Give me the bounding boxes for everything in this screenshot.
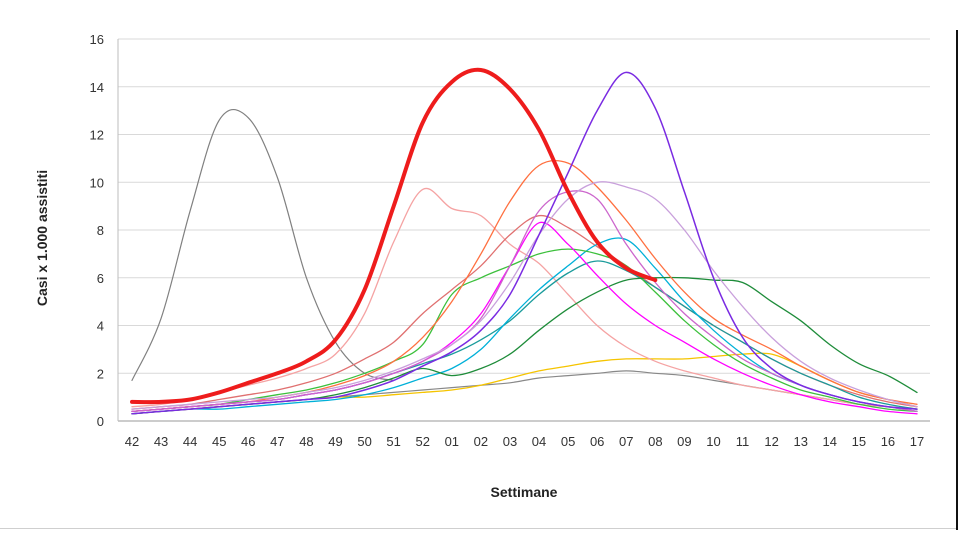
y-tick-label: 14: [90, 80, 104, 95]
series-line-1: [131, 108, 395, 381]
y-tick-label: 10: [90, 175, 104, 190]
x-tick-label: 43: [154, 434, 168, 449]
x-tick-label: 03: [503, 434, 517, 449]
series-line-14: [131, 71, 918, 415]
y-axis-title: Casi x 1.000 assistiti: [34, 170, 50, 306]
x-tick-label: 17: [910, 434, 924, 449]
x-tick-label: 13: [793, 434, 807, 449]
x-tick-label: 08: [648, 434, 662, 449]
x-tick-label: 46: [241, 434, 255, 449]
series-line-10: [131, 159, 918, 413]
y-tick-labels: 0 2 4 6 8 10 12 14 16: [90, 32, 104, 429]
x-tick-label: 09: [677, 434, 691, 449]
y-tick-label: 4: [97, 319, 104, 334]
x-tick-label: 49: [328, 434, 342, 449]
x-tick-label: 05: [561, 434, 575, 449]
x-tick-label: 45: [212, 434, 226, 449]
series-line-4: [131, 187, 918, 410]
x-tick-label: 11: [736, 434, 750, 449]
x-tick-label: 50: [357, 434, 371, 449]
y-tick-label: 2: [97, 366, 104, 381]
x-tick-label: 14: [823, 434, 837, 449]
x-tick-label: 52: [416, 434, 430, 449]
x-tick-labels: 42 43 44 45 46 47 48 49 50 51 52 01 02 03 04 05 06 07 08 09…: [125, 434, 924, 449]
grid: [117, 38, 930, 422]
x-tick-label: 02: [474, 434, 488, 449]
x-tick-label: 51: [386, 434, 400, 449]
x-tick-label: 01: [445, 434, 459, 449]
x-tick-label: 42: [125, 434, 139, 449]
x-tick-label: 44: [183, 434, 197, 449]
series-line-8: [131, 248, 918, 413]
y-tick-label: 0: [97, 414, 104, 429]
x-tick-label: 06: [590, 434, 604, 449]
right-border: [956, 30, 958, 530]
x-tick-label: 47: [270, 434, 284, 449]
x-tick-label: 07: [619, 434, 633, 449]
series-line-9: [131, 276, 918, 415]
series-line-2: [131, 370, 918, 415]
bottom-border: [0, 528, 956, 529]
y-tick-label: 6: [97, 271, 104, 286]
series-line-13: [131, 181, 918, 410]
x-tick-label: 15: [852, 434, 866, 449]
x-tick-label: 16: [881, 434, 895, 449]
x-tick-label: 48: [299, 434, 313, 449]
series-line-15: [130, 67, 658, 405]
x-tick-label: 10: [706, 434, 720, 449]
series-line-12: [131, 190, 918, 413]
y-tick-label: 12: [90, 128, 104, 143]
x-axis-title: Settimane: [491, 484, 558, 500]
series-lines: [130, 67, 918, 415]
y-tick-label: 8: [97, 223, 104, 238]
x-tick-label: 12: [764, 434, 778, 449]
x-tick-label: 04: [532, 434, 546, 449]
y-tick-label: 16: [90, 32, 104, 47]
